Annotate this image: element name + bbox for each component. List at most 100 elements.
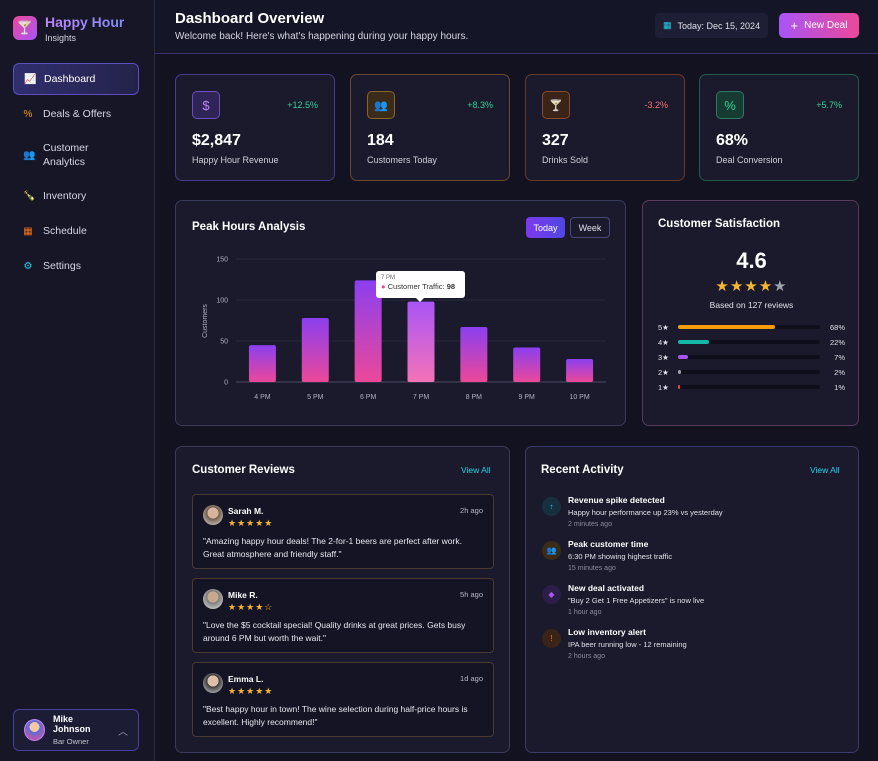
review-stars: ★★★★★: [228, 686, 274, 696]
sidebar-item-settings[interactable]: ⚙ Settings: [13, 250, 139, 282]
rating-label: 3★: [658, 352, 669, 362]
bar-7pm[interactable]: [407, 301, 435, 382]
rating-label: 4★: [658, 337, 669, 347]
new-deal-button[interactable]: + New Deal: [779, 13, 859, 38]
sidebar-item-dashboard[interactable]: 📈 Dashboard: [13, 63, 139, 95]
stat-change: +8.3%: [467, 100, 493, 110]
brand: 🍸 Happy Hour Insights: [13, 14, 124, 43]
tooltip-time: 7 PM: [381, 275, 396, 281]
review-card: Mike R. ★★★★☆ 5h ago "Love the $5 cockta…: [192, 578, 494, 653]
activity-desc: Happy hour performance up 23% vs yesterd…: [568, 508, 723, 517]
avatar: [203, 505, 223, 525]
rating-bar-track: [678, 340, 820, 344]
stat-change: -3.2%: [644, 100, 668, 110]
calendar-icon: ▦: [663, 20, 672, 30]
rating-bar-fill: [678, 370, 681, 374]
sidebar-item-label: Dashboard: [44, 73, 96, 85]
sidebar-item-label: Customer Analytics: [43, 142, 89, 168]
rating-bar-track: [678, 370, 820, 374]
y-tick-label: 50: [220, 339, 228, 346]
chart-tooltip: 7 PM ● Customer Traffic: 98: [376, 271, 465, 302]
stat-label: Happy Hour Revenue: [192, 155, 279, 165]
panel-title: Recent Activity: [541, 464, 624, 476]
x-tick-label: 8 PM: [466, 394, 483, 401]
percent-icon: %: [23, 108, 33, 120]
activity-title: Revenue spike detected: [568, 495, 665, 505]
based-on: Based on 127 reviews: [709, 300, 794, 310]
avatar: [24, 719, 45, 741]
stat-label: Customers Today: [367, 155, 437, 165]
page-subtitle: Welcome back! Here's what's happening du…: [175, 31, 469, 42]
y-tick-label: 100: [216, 298, 228, 305]
activity-time: 2 hours ago: [568, 653, 605, 660]
bar-4pm[interactable]: [248, 345, 276, 382]
rating-bar-fill: [678, 385, 680, 389]
cocktail-logo-icon: 🍸: [13, 16, 37, 40]
page-header: Dashboard Overview Welcome back! Here's …: [155, 0, 878, 54]
activity-panel: Recent Activity View All ↑ Revenue spike…: [525, 446, 859, 753]
reviewer-name: Emma L.: [228, 674, 264, 684]
activity-view-all-link[interactable]: View All: [810, 465, 840, 475]
activity-desc: 6:30 PM showing highest traffic: [568, 552, 673, 561]
reviews-panel: Customer Reviews View All Sarah M. ★★★★★…: [175, 446, 510, 753]
rating-row: 2★ 2%: [658, 367, 845, 377]
bar-6pm[interactable]: [354, 280, 382, 382]
star-icon: ★: [773, 278, 788, 295]
activity-time: 2 minutes ago: [568, 521, 612, 528]
activity-title: Low inventory alert: [568, 627, 646, 637]
review-text: "Love the $5 cocktail special! Quality d…: [203, 620, 466, 643]
sidebar-item-customer-analytics[interactable]: 👥 Customer Analytics: [13, 133, 139, 177]
avatar: [203, 589, 223, 609]
stat-value: 327: [542, 132, 569, 149]
x-tick-label: 7 PM: [413, 394, 430, 401]
sidebar-nav: 📈 Dashboard % Deals & Offers 👥 Customer …: [13, 63, 139, 285]
x-tick-label: 5 PM: [307, 394, 324, 401]
star-icon: ★: [744, 278, 759, 295]
stat-value: $2,847: [192, 132, 241, 149]
reviews-view-all-link[interactable]: View All: [461, 465, 491, 475]
date-chip: ▦ Today: Dec 15, 2024: [655, 13, 769, 38]
bar-9pm[interactable]: [513, 347, 541, 382]
tag-icon: ◆: [542, 585, 561, 604]
sidebar-item-schedule[interactable]: ▦ Schedule: [13, 215, 139, 247]
bar-5pm[interactable]: [301, 318, 329, 382]
stat-label: Deal Conversion: [716, 155, 783, 165]
toggle-today[interactable]: Today: [526, 217, 565, 238]
chevron-up-icon: ︿: [118, 726, 128, 738]
rating-bar-track: [678, 325, 820, 329]
review-time: 1d ago: [460, 674, 483, 683]
alert-icon: !: [542, 629, 561, 648]
arrow-up-icon: ↑: [542, 497, 561, 516]
date-text: Today: Dec 15, 2024: [677, 20, 761, 31]
toggle-week[interactable]: Week: [570, 217, 610, 238]
bar-10pm[interactable]: [566, 359, 594, 382]
rating-row: 4★ 22%: [658, 337, 845, 347]
review-stars: ★★★★☆: [228, 602, 274, 612]
y-axis-label: Customers: [202, 304, 209, 338]
calendar-icon: ▦: [23, 225, 33, 237]
review-stars: ★★★★★: [228, 518, 274, 528]
user-name: Mike Johnson: [53, 714, 91, 734]
reviewer-name: Sarah M.: [228, 506, 264, 516]
rating-label: 1★: [658, 382, 669, 392]
stat-card-drinks: 🍸 -3.2% 327 Drinks Sold: [525, 74, 685, 181]
panel-title: Customer Satisfaction: [658, 218, 781, 230]
page-title: Dashboard Overview: [175, 10, 325, 27]
brand-subtitle: Insights: [45, 33, 77, 43]
bar-8pm[interactable]: [460, 327, 488, 382]
sidebar-item-label: Settings: [43, 260, 81, 272]
tooltip-value: 98: [446, 282, 456, 291]
y-tick-label: 0: [224, 380, 228, 387]
activity-desc: "Buy 2 Get 1 Free Appetizers" is now liv…: [568, 596, 705, 605]
stat-card-customers: 👥 +8.3% 184 Customers Today: [350, 74, 510, 181]
new-deal-label: New Deal: [804, 20, 848, 31]
tooltip-label: Customer Traffic:: [387, 282, 445, 291]
users-icon: 👥: [367, 91, 395, 119]
user-profile-card[interactable]: Mike Johnson Bar Owner ︿: [13, 709, 139, 751]
sidebar-item-deals[interactable]: % Deals & Offers: [13, 98, 139, 130]
review-text: "Amazing happy hour deals! The 2-for-1 b…: [203, 536, 462, 559]
sidebar-item-inventory[interactable]: 🍾 Inventory: [13, 180, 139, 212]
panel-title: Peak Hours Analysis: [192, 221, 306, 233]
stat-card-conversion: % +5.7% 68% Deal Conversion: [699, 74, 859, 181]
rating-bar-fill: [678, 340, 710, 344]
